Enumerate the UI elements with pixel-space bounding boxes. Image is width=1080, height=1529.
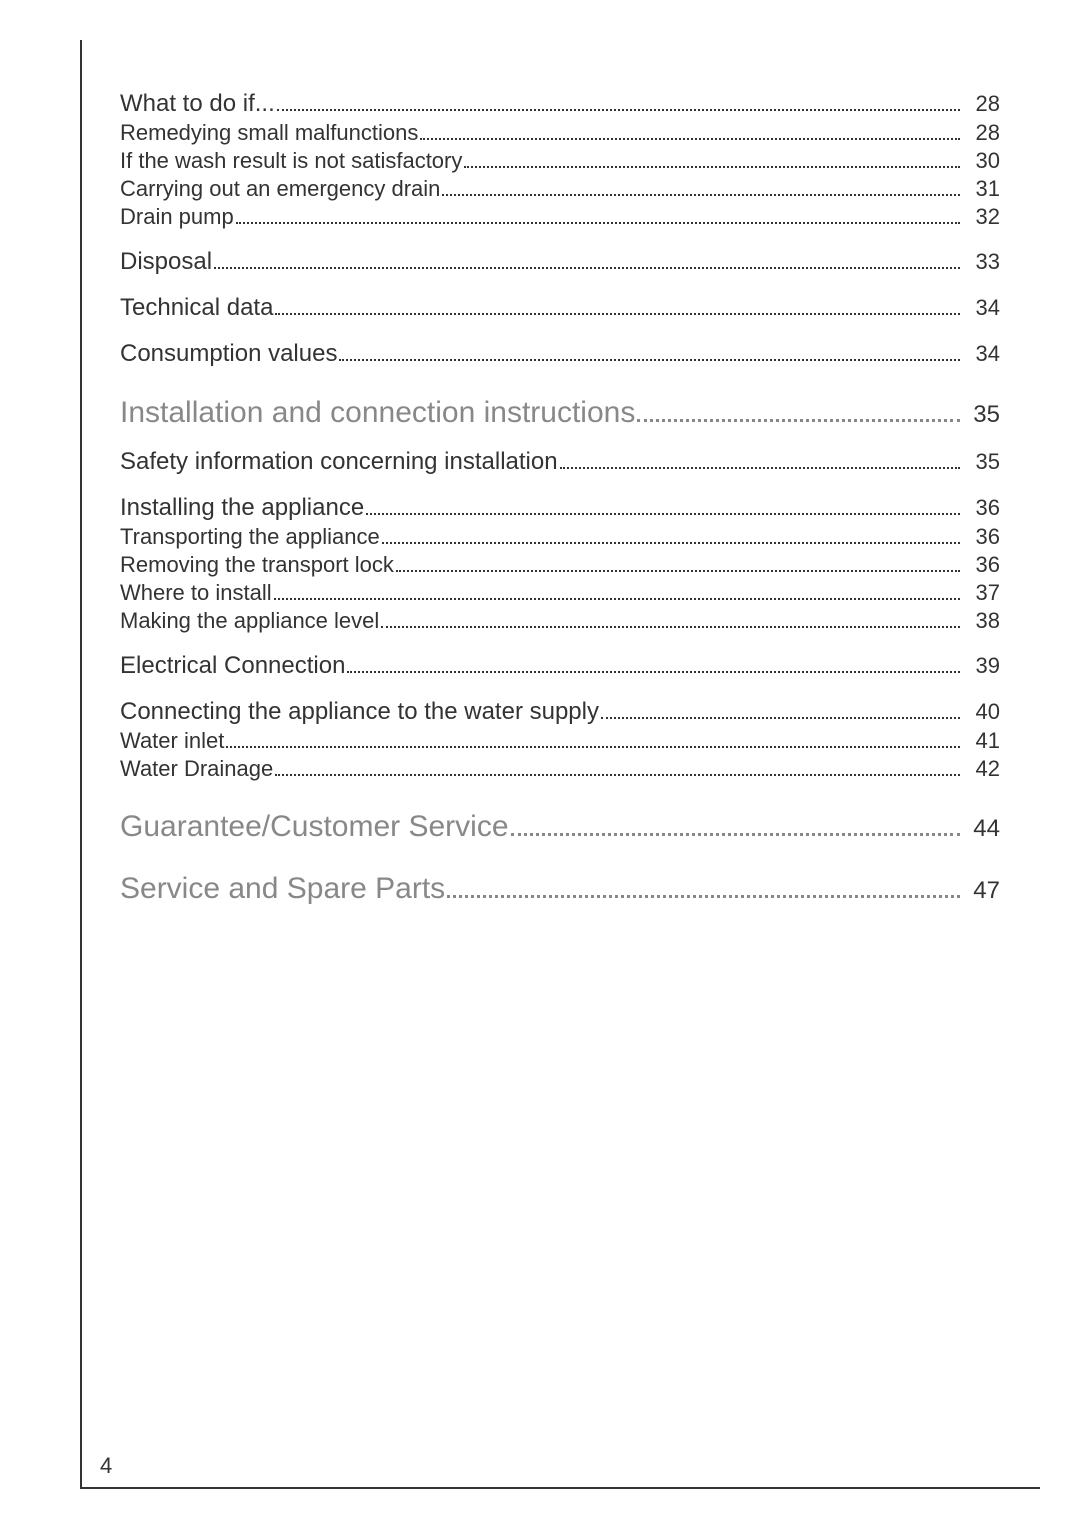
toc-dots [366,513,960,515]
toc-entry-text: Technical data [120,294,273,322]
toc-entry-text: Where to install [120,580,272,606]
toc-dots [236,222,960,224]
toc-entry-text: Water inlet [120,728,224,754]
toc-entry-page: 42 [964,756,1000,782]
toc-dots [275,313,960,315]
toc-entry-text: Consumption values [120,340,337,368]
toc-dots [277,109,960,111]
toc-entry: Electrical Connection 39 [120,652,1000,680]
toc-entry: Water inlet 41 [120,728,1000,754]
toc-entry: Carrying out an emergency drain 31 [120,176,1000,202]
toc-entry-page: 32 [964,204,1000,230]
toc-entry-text: Guarantee/Customer Service [120,810,509,844]
toc-dots [601,717,960,719]
toc-entry-text: Installation and connection instructions [120,396,635,430]
toc-dots [347,671,960,673]
toc-dots [447,895,960,898]
toc-entry-page: 34 [964,341,1000,367]
toc-entry-page: 39 [964,653,1000,679]
toc-entry-text: What to do if... [120,90,275,118]
toc-dots [226,746,960,748]
toc-entry-page: 40 [964,699,1000,725]
toc-entry: Consumption values 34 [120,340,1000,368]
toc-entry-page: 38 [964,608,1000,634]
toc-dots [382,542,960,544]
toc-entry: Safety information concerning installati… [120,448,1000,476]
toc-dots [275,774,960,776]
toc-entry-page: 41 [964,728,1000,754]
toc-dots [560,467,960,469]
toc-entry-page: 37 [964,580,1000,606]
toc-entry-text: If the wash result is not satisfactory [120,148,462,174]
toc-entry-text: Drain pump [120,204,234,230]
toc-entry-page: 35 [964,401,1000,429]
toc-entry-page: 36 [964,495,1000,521]
toc-dots [396,570,960,572]
toc-entry-page: 28 [964,91,1000,117]
toc-entry-page: 44 [964,815,1000,843]
toc-entry: Service and Spare Parts 47 [120,872,1000,906]
toc-entry: What to do if... 28 [120,90,1000,118]
toc-entry: Water Drainage 42 [120,756,1000,782]
toc-entry-text: Transporting the appliance [120,524,380,550]
toc-dots [464,166,960,168]
toc-entry: Installing the appliance 36 [120,494,1000,522]
table-of-contents: What to do if...28Remedying small malfun… [120,90,1000,908]
toc-entry-text: Installing the appliance [120,494,364,522]
toc-entry-page: 33 [964,249,1000,275]
toc-dots [442,194,960,196]
toc-entry: Remedying small malfunctions 28 [120,120,1000,146]
toc-dots [214,267,960,269]
toc-entry: Technical data 34 [120,294,1000,322]
toc-entry-page: 34 [964,295,1000,321]
toc-entry-text: Carrying out an emergency drain [120,176,440,202]
toc-dots [511,833,960,836]
toc-entry-text: Removing the transport lock [120,552,394,578]
toc-entry: Making the appliance level 38 [120,608,1000,634]
toc-entry: Transporting the appliance 36 [120,524,1000,550]
toc-dots [339,359,960,361]
toc-dots [381,626,960,628]
toc-dots [274,598,960,600]
toc-entry-page: 30 [964,148,1000,174]
toc-entry-text: Safety information concerning installati… [120,448,558,476]
toc-dots [420,138,960,140]
toc-entry: Drain pump 32 [120,204,1000,230]
toc-entry: Disposal 33 [120,248,1000,276]
toc-entry: If the wash result is not satisfactory 30 [120,148,1000,174]
toc-entry: Connecting the appliance to the water su… [120,698,1000,726]
toc-entry-text: Remedying small malfunctions [120,120,418,146]
toc-entry-page: 36 [964,524,1000,550]
toc-dots [637,419,960,422]
toc-entry-text: Service and Spare Parts [120,872,445,906]
toc-entry-page: 35 [964,449,1000,475]
toc-entry-text: Connecting the appliance to the water su… [120,698,599,726]
page-number: 4 [100,1453,112,1479]
toc-entry: Removing the transport lock 36 [120,552,1000,578]
toc-entry-page: 36 [964,552,1000,578]
toc-entry-text: Electrical Connection [120,652,345,680]
toc-entry-text: Disposal [120,248,212,276]
toc-entry-text: Water Drainage [120,756,273,782]
toc-entry: Where to install 37 [120,580,1000,606]
toc-entry: Guarantee/Customer Service 44 [120,810,1000,844]
toc-entry-page: 47 [964,877,1000,905]
toc-entry: Installation and connection instructions… [120,396,1000,430]
toc-entry-page: 31 [964,176,1000,202]
toc-entry-page: 28 [964,120,1000,146]
toc-entry-text: Making the appliance level [120,608,379,634]
